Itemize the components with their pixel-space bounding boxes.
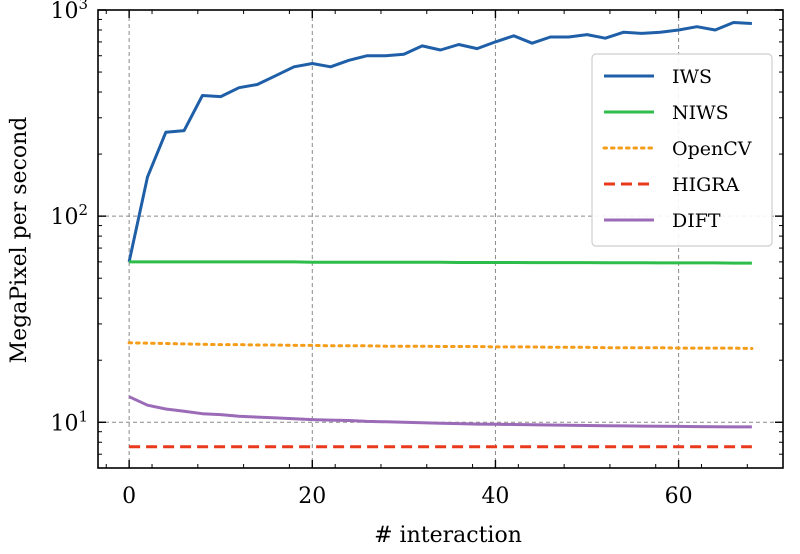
series-line-dift [128,395,752,429]
x-tick-label: 40 [481,484,509,509]
legend-label-higra: HIGRA [672,174,740,196]
y-tick-label: 103 [50,0,88,24]
plot-frame [97,9,784,469]
legend: IWS NIWS OpenCV HIGRA DIFT [591,53,773,247]
legend-label-dift: DIFT [672,210,721,232]
series-line-niws [129,260,752,265]
legend-label-iws: IWS [672,66,712,88]
series-line-iws [127,21,752,263]
x-tick-label: 60 [665,484,693,509]
y-tick-label: 101 [50,407,88,436]
legend-box [591,53,773,247]
legend-label-opencv: OpenCV [672,138,752,160]
series-line-opencv [127,341,754,350]
legend-label-niws: NIWS [672,102,729,124]
x-tick-label: 0 [122,484,136,509]
x-axis-title: # interaction [374,523,522,548]
x-tick-label: 20 [298,484,326,509]
x-tick-labels: 0 20 40 60 [122,484,692,509]
y-axis-title: MegaPixel per second [7,117,32,364]
series-lines [127,21,754,449]
y-tick-label: 102 [50,201,88,230]
y-tick-labels: 101 102 103 [50,0,88,436]
axis-ticks [98,9,783,469]
